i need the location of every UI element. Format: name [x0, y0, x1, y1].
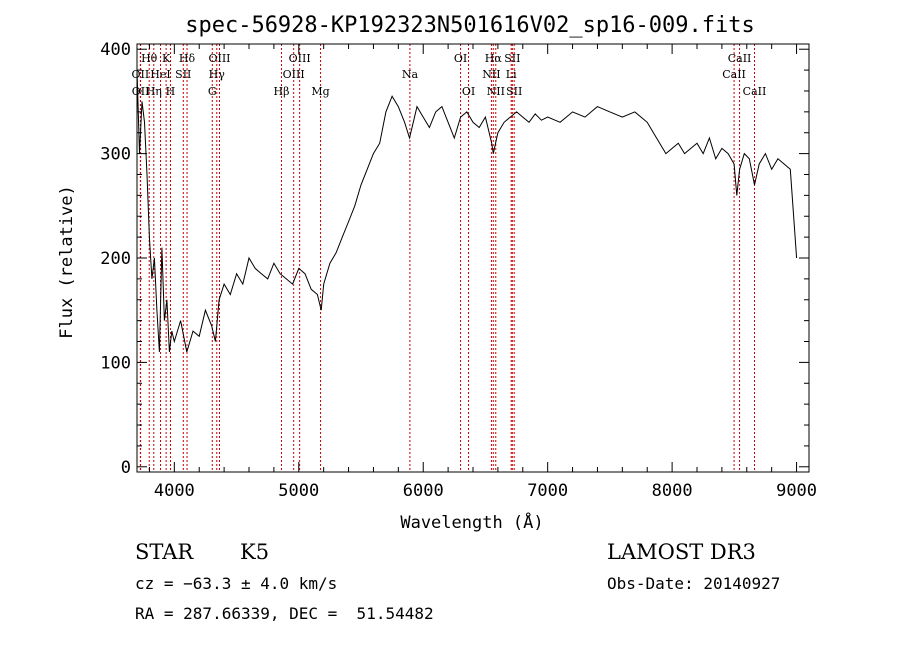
spectral-line-label: OIII: [289, 52, 311, 65]
spectral-line-label: K: [162, 52, 171, 65]
spectral-line-label: H: [166, 85, 176, 98]
spectral-line-label: SII: [175, 68, 191, 81]
observation-date: Obs-Date: 20140927: [607, 574, 781, 593]
spectral-line-label: OII: [132, 68, 150, 81]
spectral-line-label: HeI: [150, 68, 170, 81]
line-labels: Hθ OII OII K HeI Hη Hδ SII H OIII Hγ G OIII OIII Hβ Mg N…: [132, 52, 767, 98]
x-tick-label: 6000: [403, 481, 444, 501]
y-tick-label: 0: [121, 458, 131, 478]
spectrum-series: [136, 70, 798, 353]
plot-frame: [136, 43, 810, 473]
spectral-line-label: Hα: [485, 52, 503, 65]
spectral-line-label: CaII: [722, 68, 746, 81]
axis-ticks: 4000 5000 6000 7000 8000 9000 0 100 200 300 400: [100, 40, 817, 501]
spectral-line-label: Na: [402, 68, 419, 81]
y-axis-label: Flux (relative): [57, 185, 77, 339]
y-tick-label: 300: [100, 145, 131, 165]
object-subclass: K5: [240, 540, 270, 564]
spectral-line-label: Hθ: [141, 52, 158, 65]
x-tick-label: 9000: [776, 481, 817, 501]
coordinates: RA = 287.66339, DEC = 51.54482: [135, 604, 434, 623]
y-tick-label: 100: [100, 353, 131, 373]
spectral-line-label: Mg: [311, 85, 329, 98]
spectral-line-label: OIII: [208, 52, 230, 65]
y-tick-label: 400: [100, 40, 131, 60]
spectral-line-label: Hγ: [209, 68, 226, 81]
spectral-line-label: OIII: [283, 68, 305, 81]
spectral-line-label: NII: [482, 68, 500, 81]
x-tick-label: 5000: [278, 481, 319, 501]
spectral-line-label: CaII: [743, 85, 767, 98]
object-class: STAR: [135, 540, 194, 564]
spectral-lines: [139, 44, 755, 472]
spectral-line-label: G: [208, 85, 217, 98]
y-tick-label: 200: [100, 249, 131, 269]
spectral-line-label: OI: [454, 52, 467, 65]
spectral-line-label: SII: [506, 85, 522, 98]
spectrum-line-0: [136, 70, 798, 353]
spectral-line-label: Hδ: [179, 52, 196, 65]
spectral-line-label: Hβ: [274, 85, 290, 98]
survey-name: LAMOST DR3: [607, 540, 756, 564]
spectral-line-label: CaII: [728, 52, 752, 65]
x-axis-label: Wavelength (Å): [400, 511, 543, 533]
spectral-line-label: OI: [462, 85, 475, 98]
spectral-line-label: Hη: [146, 85, 162, 98]
spectral-line-label: NII: [487, 85, 505, 98]
x-tick-label: 8000: [652, 481, 693, 501]
redshift-velocity: cz = −63.3 ± 4.0 km/s: [135, 574, 338, 593]
chart-title: spec-56928-KP192323N501616V02_sp16-009.f…: [185, 13, 755, 38]
x-tick-label: 4000: [154, 481, 195, 501]
x-tick-label: 7000: [527, 481, 568, 501]
spectral-line-label: SII: [504, 52, 520, 65]
spectral-line-label: OII: [132, 85, 150, 98]
spectral-line-label: Li: [506, 68, 517, 81]
